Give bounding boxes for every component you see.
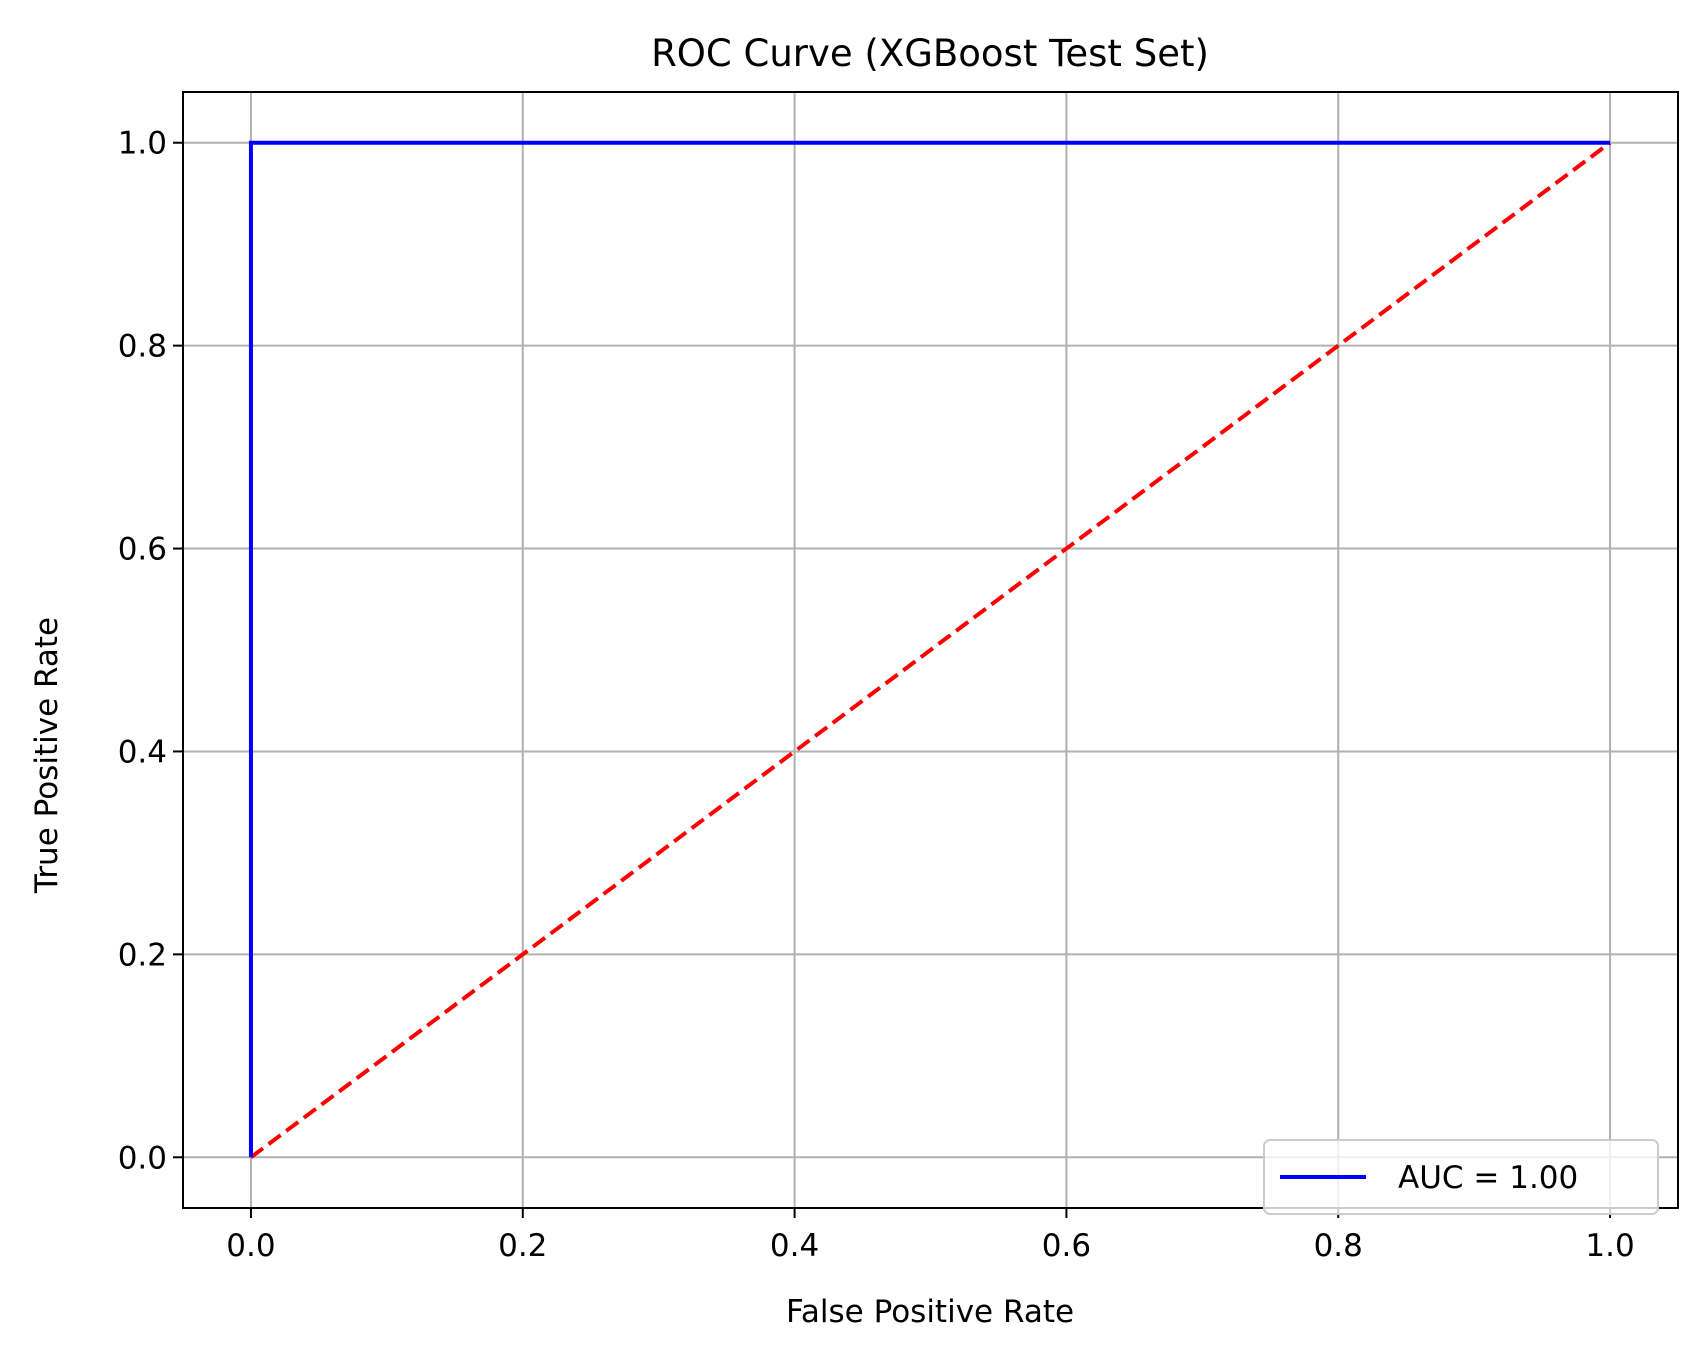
chart-title: ROC Curve (XGBoost Test Set) bbox=[651, 32, 1209, 75]
y-axis-ticks: 0.0 0.2 0.4 0.6 0.8 1.0 bbox=[118, 126, 183, 1176]
x-tick-label: 0.8 bbox=[1314, 1228, 1363, 1264]
legend-label-auc: AUC = 1.00 bbox=[1398, 1160, 1578, 1196]
x-tick-label: 0.6 bbox=[1042, 1228, 1091, 1264]
y-tick-label: 0.0 bbox=[118, 1140, 167, 1176]
legend-box bbox=[1263, 1139, 1659, 1215]
axes-frame bbox=[182, 91, 1679, 1209]
x-axis-ticks: 0.0 0.2 0.4 0.6 0.8 1.0 bbox=[226, 1208, 1635, 1264]
y-tick-label: 1.0 bbox=[118, 126, 167, 162]
legend: AUC = 1.00 bbox=[1263, 1139, 1659, 1215]
x-tick-label: 0.0 bbox=[226, 1228, 275, 1264]
y-axis-label: True Positive Rate bbox=[29, 617, 65, 894]
y-tick-label: 0.2 bbox=[118, 937, 167, 973]
x-tick-label: 1.0 bbox=[1585, 1228, 1634, 1264]
gridlines bbox=[183, 92, 1678, 1208]
roc-curve-line bbox=[248, 140, 1611, 1158]
x-tick-label: 0.2 bbox=[498, 1228, 547, 1264]
y-tick-label: 0.6 bbox=[118, 532, 167, 568]
y-tick-label: 0.4 bbox=[118, 734, 167, 770]
chance-diagonal-line bbox=[249, 141, 1612, 1159]
x-axis-label: False Positive Rate bbox=[786, 1294, 1074, 1330]
x-tick-label: 0.4 bbox=[770, 1228, 819, 1264]
y-tick-label: 0.8 bbox=[118, 329, 167, 365]
series-layer bbox=[248, 140, 1612, 1159]
